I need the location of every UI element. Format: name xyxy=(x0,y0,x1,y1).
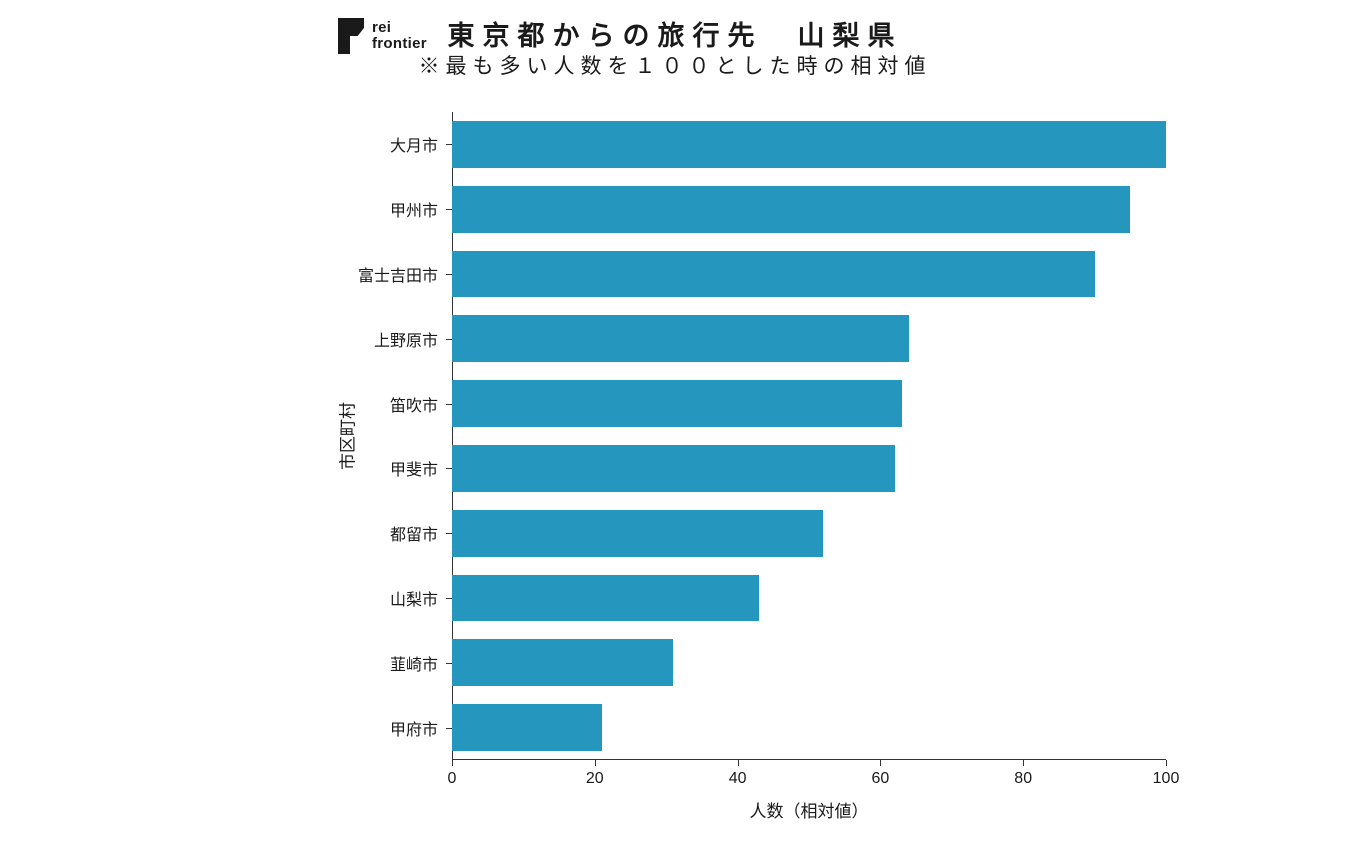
y-tick xyxy=(446,598,452,599)
x-tick xyxy=(1166,760,1167,766)
y-tick xyxy=(446,404,452,405)
bar xyxy=(452,704,602,751)
y-tick-label: 上野原市 xyxy=(374,327,438,351)
y-tick xyxy=(446,468,452,469)
x-tick xyxy=(1023,760,1024,766)
y-tick xyxy=(446,728,452,729)
y-tick-label: 甲府市 xyxy=(390,716,438,740)
y-tick xyxy=(446,533,452,534)
y-tick xyxy=(446,144,452,145)
chart-subtitle: ※最も多い人数を１００とした時の相対値 xyxy=(0,50,1350,80)
x-tick xyxy=(452,760,453,766)
x-axis-title: 人数（相対値） xyxy=(750,797,869,822)
bar xyxy=(452,251,1095,298)
y-tick-label: 韮崎市 xyxy=(390,651,438,675)
x-tick-label: 20 xyxy=(586,770,604,788)
y-tick xyxy=(446,209,452,210)
y-tick xyxy=(446,274,452,275)
x-tick xyxy=(595,760,596,766)
x-tick-label: 40 xyxy=(729,770,747,788)
x-tick-label: 100 xyxy=(1153,770,1180,788)
y-tick-label: 大月市 xyxy=(390,132,438,156)
x-axis-line xyxy=(452,759,1166,760)
chart-area: 市区町村 人数（相対値） 020406080100大月市甲州市富士吉田市上野原市… xyxy=(328,112,1166,790)
chart-title: 東京都からの旅行先 山梨県 xyxy=(0,14,1350,53)
x-tick-label: 0 xyxy=(448,770,457,788)
bar xyxy=(452,186,1130,233)
bar xyxy=(452,510,823,557)
y-tick-label: 富士吉田市 xyxy=(358,262,438,286)
y-tick xyxy=(446,663,452,664)
y-tick xyxy=(446,339,452,340)
bar xyxy=(452,575,759,622)
y-tick-label: 山梨市 xyxy=(390,586,438,610)
bar xyxy=(452,315,909,362)
x-tick-label: 80 xyxy=(1014,770,1032,788)
y-tick-label: 笛吹市 xyxy=(390,392,438,416)
x-tick xyxy=(738,760,739,766)
y-tick-label: 都留市 xyxy=(390,521,438,545)
y-tick-label: 甲斐市 xyxy=(390,456,438,480)
x-tick-label: 60 xyxy=(871,770,889,788)
bar xyxy=(452,380,902,427)
x-tick xyxy=(880,760,881,766)
bar xyxy=(452,121,1166,168)
y-tick-label: 甲州市 xyxy=(390,197,438,221)
plot-region: 市区町村 人数（相対値） 020406080100大月市甲州市富士吉田市上野原市… xyxy=(452,112,1166,760)
y-axis-title: 市区町村 xyxy=(334,402,359,470)
bar xyxy=(452,445,895,492)
bar xyxy=(452,639,673,686)
